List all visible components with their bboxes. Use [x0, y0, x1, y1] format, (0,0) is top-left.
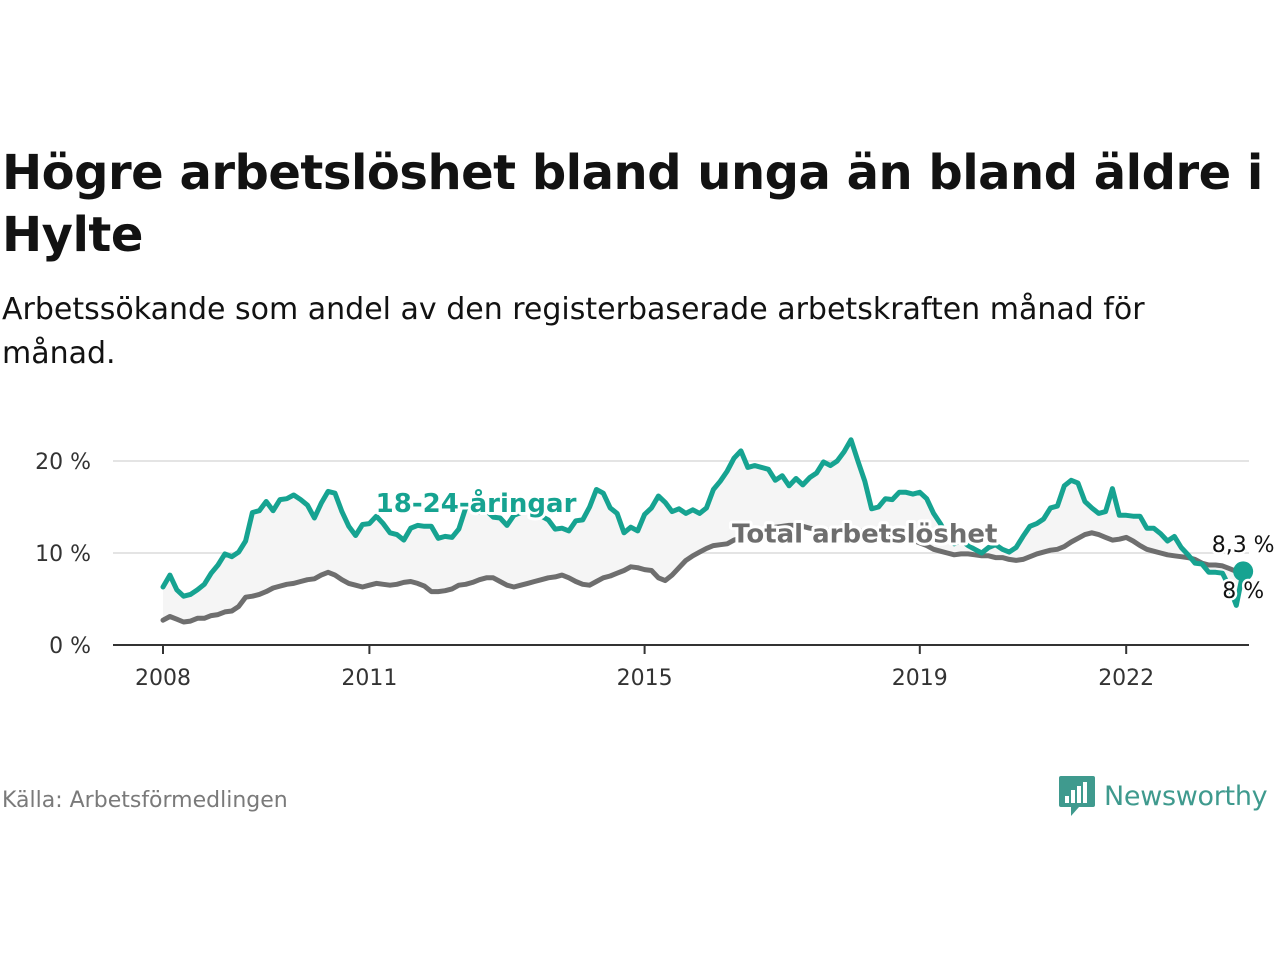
y-tick-label: 20 % — [35, 450, 91, 475]
brand-name: Newsworthy — [1104, 780, 1268, 812]
series-line-total-arbetsl-shet — [160, 522, 1246, 625]
x-tick-label: 2011 — [341, 666, 397, 691]
end-marker-18-24-ringar — [1233, 561, 1254, 582]
axis-layer: 0 % 10 % 20 % 2008 2011 2015 2019 2022 — [35, 450, 1249, 691]
band-layer — [163, 439, 1244, 622]
x-tick-label: 2008 — [135, 666, 191, 691]
series-label-18-24-ringar: 18-24-åringar — [376, 487, 577, 519]
x-tick-label: 2022 — [1098, 666, 1154, 691]
series-layer — [160, 437, 1246, 625]
series-line-18-24-ringar — [160, 437, 1246, 608]
series-label-total-arbetsl-shet: Total arbetslöshet — [732, 520, 997, 550]
bar-chart-speech-bubble-icon — [1059, 776, 1095, 816]
x-tick-label: 2019 — [892, 666, 948, 691]
end-label-total-arbetsl-shet: 8,3 % — [1212, 533, 1275, 558]
source-note: Källa: Arbetsförmedlingen — [2, 788, 288, 813]
x-tick-label: 2015 — [617, 666, 673, 691]
chart-subtitle: Arbetssökande som andel av den registerb… — [2, 292, 1145, 371]
y-tick-label: 0 % — [49, 634, 91, 659]
brand-logo[interactable]: Newsworthy — [1058, 774, 1268, 818]
gap-band — [163, 439, 1244, 622]
y-tick-label: 10 % — [35, 542, 91, 567]
chart-title: Högre arbetslöshet bland unga än bland ä… — [2, 145, 1263, 263]
end-label-18-24-ringar: 8 % — [1222, 579, 1264, 604]
label-layer: 18-24-åringar Total arbetslöshet 8,3 % 8 % — [373, 484, 1277, 606]
